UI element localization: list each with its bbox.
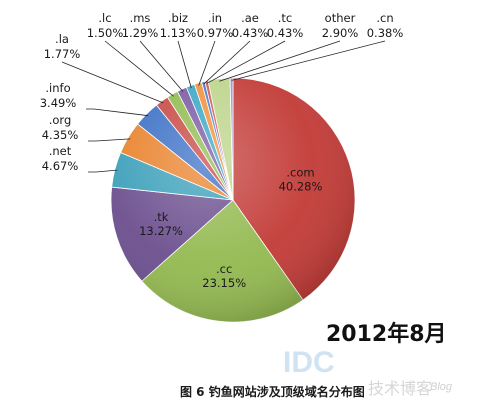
leader-line-cn	[231, 40, 386, 81]
slice-label-la: .la 1.77%	[44, 32, 81, 61]
watermark-blog: Blog	[430, 381, 453, 393]
slice-label-cc: .cc 23.15%	[202, 262, 246, 290]
figure-caption: 图 6 钓鱼网站涉及顶级域名分布图	[180, 384, 365, 399]
slice-label-org: .org 4.35%	[42, 113, 79, 142]
leader-line-la	[61, 61, 164, 104]
leader-line-tc	[206, 40, 286, 84]
slice-label-biz: .biz 1.13%	[160, 11, 197, 40]
leader-lines	[61, 40, 386, 173]
leader-line-net	[88, 169, 118, 173]
leader-line-in	[198, 40, 216, 86]
leader-line-ae	[203, 40, 251, 85]
date-label: 2012年8月	[326, 321, 447, 347]
leader-line-ms	[139, 40, 184, 92]
slice-label-info: .info 3.49%	[40, 81, 77, 110]
slice-label-net: .net 4.67%	[42, 144, 79, 173]
slice-label-ms: .ms 1.29%	[122, 11, 159, 40]
leader-line-org	[88, 138, 131, 142]
slice-label-other: other 2.90%	[322, 11, 359, 40]
leader-line-lc	[104, 40, 174, 97]
slice-label-tk: .tk 13.27%	[139, 210, 183, 238]
slice-label-com: .com 40.28%	[279, 166, 323, 194]
slice-label-lc: .lc 1.50%	[87, 11, 124, 40]
leader-line-info	[86, 108, 149, 117]
slice-label-in: .in 0.97%	[197, 11, 234, 40]
watermark-brand: IDC	[283, 346, 335, 379]
watermark-chinese: 技术博客	[368, 379, 432, 398]
slice-label-cn: .cn 0.38%	[367, 11, 404, 40]
leader-line-biz	[177, 40, 192, 89]
slice-labels: .com 40.28% .cc 23.15% .tk 13.27% .net 4.67%.or…	[40, 11, 404, 290]
leader-line-other	[219, 40, 341, 82]
slice-label-ae: .ae 0.43%	[232, 11, 269, 40]
slice-label-tc: .tc 0.43%	[267, 11, 304, 40]
